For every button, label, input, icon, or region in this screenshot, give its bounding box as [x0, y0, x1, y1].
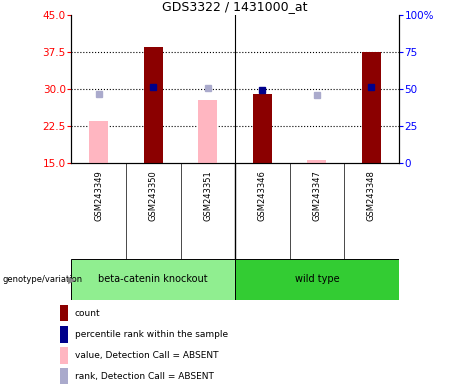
Text: value, Detection Call = ABSENT: value, Detection Call = ABSENT	[75, 351, 219, 360]
Text: GSM243346: GSM243346	[258, 170, 267, 221]
Title: GDS3322 / 1431000_at: GDS3322 / 1431000_at	[162, 0, 308, 13]
Text: genotype/variation: genotype/variation	[2, 275, 83, 284]
Text: GSM243348: GSM243348	[367, 170, 376, 221]
Text: GSM243351: GSM243351	[203, 170, 213, 221]
Bar	[60, 368, 68, 384]
Bar	[60, 347, 68, 364]
Text: GSM243347: GSM243347	[313, 170, 321, 221]
Text: GSM243349: GSM243349	[94, 170, 103, 221]
Text: wild type: wild type	[295, 274, 339, 285]
Bar	[60, 326, 68, 343]
Bar	[60, 305, 68, 321]
Bar	[71, 259, 235, 300]
Bar	[362, 52, 381, 163]
Bar	[307, 160, 326, 163]
Text: GSM243350: GSM243350	[149, 170, 158, 221]
Bar	[235, 259, 399, 300]
Text: ▶: ▶	[68, 274, 76, 285]
Text: beta-catenin knockout: beta-catenin knockout	[99, 274, 208, 285]
Bar	[144, 47, 163, 163]
Text: count: count	[75, 308, 100, 318]
Bar	[253, 94, 272, 163]
Bar	[89, 121, 108, 163]
Text: rank, Detection Call = ABSENT: rank, Detection Call = ABSENT	[75, 372, 214, 381]
Bar	[198, 99, 218, 163]
Text: percentile rank within the sample: percentile rank within the sample	[75, 329, 228, 339]
